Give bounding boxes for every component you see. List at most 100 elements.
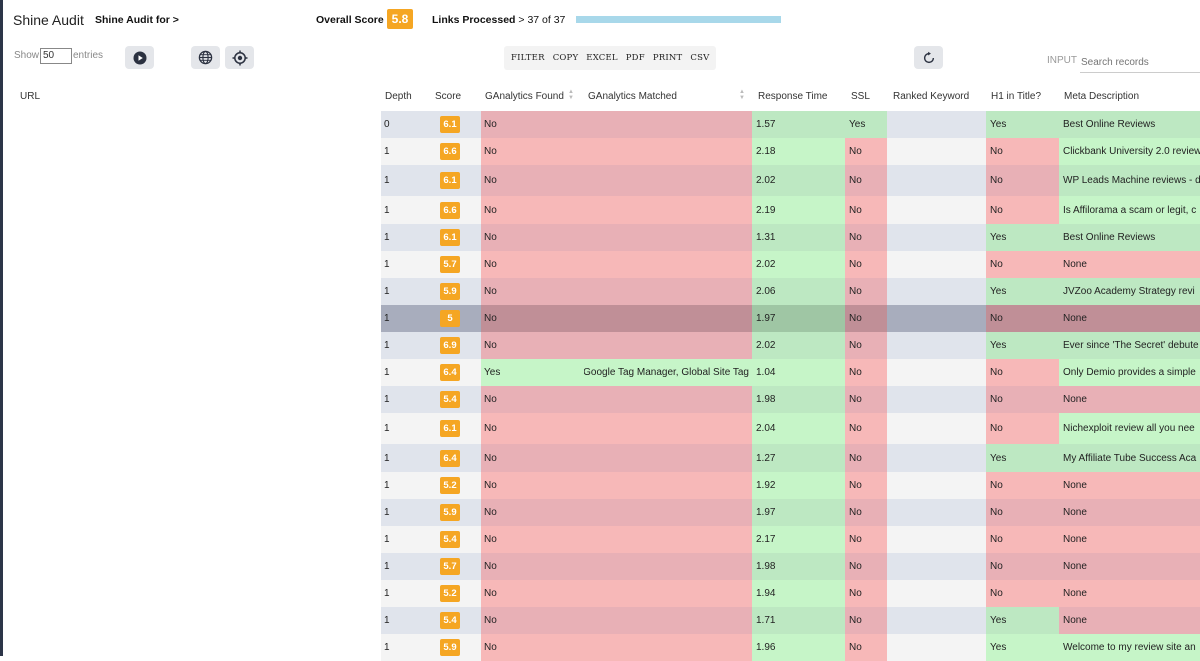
table-row[interactable]: 0 6.1 No 1.57 Yes Yes Best Online Reviews bbox=[381, 111, 1200, 138]
cell-h1: No bbox=[986, 305, 1059, 332]
score-badge: 6.1 bbox=[440, 172, 460, 189]
target-icon bbox=[232, 50, 247, 65]
header-depth[interactable]: Depth bbox=[385, 91, 412, 102]
header-response-time[interactable]: Response Time bbox=[758, 91, 828, 102]
cell-score: 6.1 bbox=[431, 111, 481, 138]
header-h1-in-title[interactable]: H1 in Title? bbox=[991, 91, 1042, 102]
cell-ssl: No bbox=[845, 444, 887, 472]
cell-ssl: No bbox=[845, 196, 887, 224]
cell-ga-matched bbox=[584, 444, 752, 472]
refresh-button[interactable] bbox=[914, 46, 943, 69]
table-row[interactable]: 1 5.4 No 1.71 No Yes None bbox=[381, 607, 1200, 634]
cell-ga-found: Yes bbox=[481, 359, 584, 386]
cell-ga-found: No bbox=[481, 138, 584, 165]
table-row[interactable]: 1 5 No 1.97 No No None bbox=[381, 305, 1200, 332]
cell-rt: 1.96 bbox=[752, 634, 845, 661]
header-ranked-keyword[interactable]: Ranked Keyword bbox=[893, 91, 970, 102]
cell-rt: 1.27 bbox=[752, 444, 845, 472]
cell-meta: None bbox=[1059, 553, 1200, 580]
cell-meta: Clickbank University 2.0 review bbox=[1059, 138, 1200, 165]
score-badge: 6.4 bbox=[440, 449, 460, 467]
cell-kw bbox=[887, 607, 986, 634]
copy-button[interactable]: COPY bbox=[552, 53, 579, 63]
cell-ga-matched bbox=[584, 472, 752, 499]
table-row[interactable]: 1 6.6 No 2.18 No No Clickbank University 2.0 r… bbox=[381, 138, 1200, 165]
sort-arrows-icon[interactable]: ▲ ▼ bbox=[739, 89, 745, 101]
table-row[interactable]: 1 6.6 No 2.19 No No Is Affilorama a scam or le… bbox=[381, 196, 1200, 224]
cell-depth: 1 bbox=[381, 607, 431, 634]
cell-ssl: No bbox=[845, 165, 887, 196]
cell-ssl: No bbox=[845, 251, 887, 278]
audit-for-label: Shine Audit for > bbox=[95, 14, 179, 26]
cell-kw bbox=[887, 472, 986, 499]
table-row[interactable]: 1 6.1 No 1.31 No Yes Best Online Reviews bbox=[381, 224, 1200, 251]
cell-ga-matched bbox=[584, 138, 752, 165]
cell-kw bbox=[887, 332, 986, 359]
print-button[interactable]: PRINT bbox=[652, 53, 683, 63]
cell-score: 6.6 bbox=[431, 196, 481, 224]
table-row[interactable]: 1 5.9 No 1.96 No Yes Welcome to my review site… bbox=[381, 634, 1200, 661]
cell-depth: 1 bbox=[381, 444, 431, 472]
table-row[interactable]: 1 5.9 No 1.97 No No None bbox=[381, 499, 1200, 526]
pdf-button[interactable]: PDF bbox=[625, 53, 645, 63]
entries-count-input[interactable]: 50 bbox=[40, 48, 72, 64]
csv-button[interactable]: CSV bbox=[690, 53, 710, 63]
cell-rt: 2.04 bbox=[752, 413, 845, 444]
cell-ga-matched bbox=[584, 196, 752, 224]
table-row[interactable]: 1 6.9 No 2.02 No Yes Ever since 'The Secret' d… bbox=[381, 332, 1200, 359]
cell-kw bbox=[887, 386, 986, 413]
table-row[interactable]: 1 6.4 No 1.27 No Yes My Affiliate Tube Success… bbox=[381, 444, 1200, 472]
cell-score: 5.2 bbox=[431, 580, 481, 607]
table-row[interactable]: 1 6.1 No 2.02 No No WP Leads Machine reviews -… bbox=[381, 165, 1200, 196]
cell-score: 6.1 bbox=[431, 224, 481, 251]
cell-meta: None bbox=[1059, 526, 1200, 553]
table-row[interactable]: 1 6.1 No 2.04 No No Nichexploit review all you… bbox=[381, 413, 1200, 444]
header-score[interactable]: Score bbox=[435, 91, 462, 102]
table-row[interactable]: 1 6.4 Yes Google Tag Manager, Global Site T… bbox=[381, 359, 1200, 386]
score-badge: 5.9 bbox=[440, 504, 460, 521]
cell-ga-matched bbox=[584, 332, 752, 359]
links-processed-value: > 37 of 37 bbox=[518, 14, 566, 26]
table-row[interactable]: 1 5.7 No 1.98 No No None bbox=[381, 553, 1200, 580]
cell-score: 5.2 bbox=[431, 472, 481, 499]
cell-h1: No bbox=[986, 251, 1059, 278]
score-badge: 5 bbox=[440, 310, 460, 327]
table-row[interactable]: 1 5.2 No 1.92 No No None bbox=[381, 472, 1200, 499]
cell-ga-found: No bbox=[481, 111, 584, 138]
target-button[interactable] bbox=[225, 46, 254, 69]
table-row[interactable]: 1 5.7 No 2.02 No No None bbox=[381, 251, 1200, 278]
cell-score: 5.9 bbox=[431, 634, 481, 661]
cell-rt: 1.04 bbox=[752, 359, 845, 386]
search-input[interactable] bbox=[1080, 52, 1200, 73]
cell-kw bbox=[887, 359, 986, 386]
header-url[interactable]: URL bbox=[20, 91, 41, 102]
table-row[interactable]: 1 5.4 No 1.98 No No None bbox=[381, 386, 1200, 413]
excel-button[interactable]: EXCEL bbox=[586, 53, 618, 63]
cell-ssl: No bbox=[845, 499, 887, 526]
cell-ssl: No bbox=[845, 413, 887, 444]
cell-h1: No bbox=[986, 196, 1059, 224]
export-button-group: FILTER COPY EXCEL PDF PRINT CSV bbox=[504, 46, 717, 70]
cell-h1: No bbox=[986, 472, 1059, 499]
table-row[interactable]: 1 5.2 No 1.94 No No None bbox=[381, 580, 1200, 607]
score-badge: 5.9 bbox=[440, 283, 460, 300]
cell-ga-matched bbox=[584, 526, 752, 553]
header-ga-matched[interactable]: GAnalytics Matched bbox=[588, 91, 677, 102]
show-label: Show bbox=[14, 50, 40, 61]
header-ssl[interactable]: SSL bbox=[851, 91, 870, 102]
cell-rt: 2.02 bbox=[752, 165, 845, 196]
progress-bar bbox=[576, 16, 781, 23]
cell-kw bbox=[887, 111, 986, 138]
cell-ssl: No bbox=[845, 607, 887, 634]
header-meta-description[interactable]: Meta Description bbox=[1064, 91, 1140, 102]
sort-arrows-icon[interactable]: ▲ ▼ bbox=[568, 89, 574, 101]
globe-button[interactable] bbox=[191, 46, 220, 69]
filter-button[interactable]: FILTER bbox=[511, 53, 545, 63]
cell-ga-found: No bbox=[481, 165, 584, 196]
play-button[interactable] bbox=[125, 46, 154, 69]
header-ga-found[interactable]: GAnalytics Found bbox=[485, 91, 564, 102]
table-row[interactable]: 1 5.9 No 2.06 No Yes JVZoo Academy Strategy re… bbox=[381, 278, 1200, 305]
score-badge: 5.4 bbox=[440, 531, 460, 548]
cell-rt: 1.71 bbox=[752, 607, 845, 634]
table-row[interactable]: 1 5.4 No 2.17 No No None bbox=[381, 526, 1200, 553]
